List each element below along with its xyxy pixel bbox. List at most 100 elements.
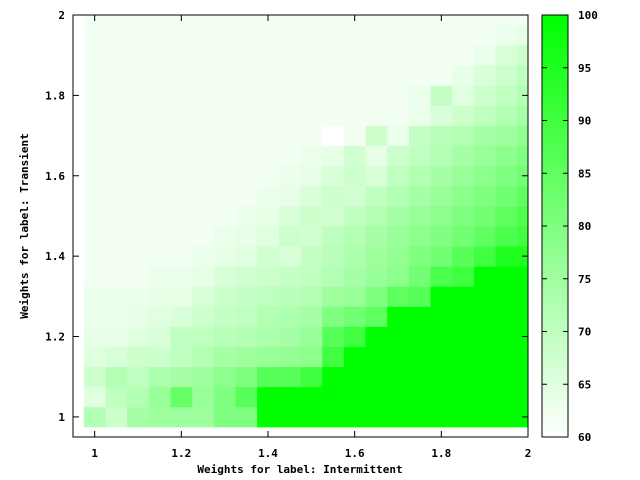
heatmap-cell: [105, 165, 128, 187]
heatmap-cell: [170, 65, 193, 86]
heatmap-cell: [148, 266, 171, 287]
heatmap-cell: [322, 145, 345, 167]
heatmap-cell: [105, 125, 128, 147]
heatmap-cell: [148, 406, 171, 428]
heatmap-cell: [170, 145, 193, 167]
heatmap-cell: [473, 406, 496, 428]
heatmap-cell: [127, 346, 150, 368]
heatmap-cell: [300, 85, 323, 106]
heatmap-cell: [473, 45, 496, 66]
heatmap-cell: [105, 306, 128, 327]
heatmap-cell: [365, 266, 388, 287]
heatmap-cell: [278, 226, 301, 247]
heatmap-cell: [365, 15, 388, 26]
heatmap-cell: [473, 205, 496, 227]
heatmap-cell: [148, 246, 171, 267]
heatmap-cell: [430, 145, 453, 167]
heatmap-cell: [517, 185, 529, 207]
heatmap-cell: [517, 45, 529, 66]
heatmap-cell: [148, 306, 171, 327]
heatmap-cell: [473, 246, 496, 267]
heatmap-cell: [365, 185, 388, 207]
heatmap-cell: [148, 386, 171, 408]
heatmap-cell: [495, 205, 518, 227]
heatmap-cell: [170, 205, 193, 227]
heatmap-cell: [343, 65, 366, 86]
heatmap-cell: [170, 226, 193, 247]
heatmap-cell: [387, 286, 410, 307]
heatmap-cell: [127, 286, 150, 307]
heatmap-cell: [495, 266, 518, 287]
heatmap-cell: [430, 65, 453, 86]
heatmap-cell: [517, 25, 529, 46]
colorbar-tick-label: 100: [578, 9, 598, 22]
heatmap-cell: [387, 226, 410, 247]
heatmap-cell: [235, 125, 258, 147]
heatmap-cell: [452, 266, 475, 287]
heatmap-cell: [495, 246, 518, 267]
heatmap-cell: [343, 246, 366, 267]
heatmap-cell: [278, 25, 301, 46]
heatmap-cell: [105, 266, 128, 287]
heatmap-cell: [235, 406, 258, 428]
heatmap-cell: [278, 346, 301, 368]
heatmap-cell: [257, 125, 280, 147]
heatmap-cell: [452, 125, 475, 147]
heatmap-cell: [495, 105, 518, 126]
heatmap-cell: [300, 286, 323, 307]
heatmap-cell: [387, 346, 410, 368]
heatmap-cell: [105, 246, 128, 267]
heatmap-cell: [343, 205, 366, 227]
heatmap-cell: [430, 105, 453, 126]
heatmap-cell: [170, 266, 193, 287]
heatmap-cell: [83, 226, 106, 247]
heatmap-cell: [257, 326, 280, 347]
heatmap-cell: [473, 346, 496, 368]
colorbar-tick-label: 95: [578, 62, 591, 75]
heatmap-cell: [343, 165, 366, 187]
heatmap-cell: [343, 286, 366, 307]
heatmap-cell: [148, 366, 171, 388]
heatmap-cell: [148, 226, 171, 247]
heatmap-cell: [495, 366, 518, 388]
heatmap-cell: [365, 246, 388, 267]
heatmap-cell: [387, 306, 410, 327]
heatmap-cell: [127, 105, 150, 126]
heatmap-cell: [235, 105, 258, 126]
heatmap-cell: [105, 65, 128, 86]
heatmap-cell: [278, 185, 301, 207]
heatmap-cell: [430, 326, 453, 347]
heatmap-cell: [278, 85, 301, 106]
heatmap-cell: [452, 15, 475, 26]
heatmap-cell: [235, 386, 258, 408]
heatmap-cell: [452, 105, 475, 126]
heatmap-cell: [278, 45, 301, 66]
heatmap-cell: [495, 145, 518, 167]
heatmap-cell: [257, 205, 280, 227]
heatmap-cell: [235, 226, 258, 247]
heatmap-cell: [213, 406, 236, 428]
heatmap-cell: [127, 165, 150, 187]
heatmap-cell: [300, 205, 323, 227]
heatmap-cell: [452, 25, 475, 46]
heatmap-cell: [235, 326, 258, 347]
heatmap-cell: [278, 125, 301, 147]
heatmap-cell: [495, 165, 518, 187]
heatmap-cell: [192, 105, 215, 126]
heatmap-cell: [278, 145, 301, 167]
heatmap-cell: [430, 185, 453, 207]
heatmap-cell: [387, 266, 410, 287]
heatmap-cell: [213, 65, 236, 86]
heatmap-cell: [343, 326, 366, 347]
heatmap-cell: [430, 125, 453, 147]
heatmap-cell: [452, 165, 475, 187]
heatmap-cell: [473, 366, 496, 388]
heatmap-cell: [170, 45, 193, 66]
x-axis-ticks: 1 1.2 1.4 1.6 1.8 2: [91, 15, 531, 460]
y-tick-label: 1: [58, 411, 65, 424]
heatmap-cell: [257, 165, 280, 187]
y-tick-label: 1.8: [45, 89, 65, 102]
heatmap-cell: [105, 386, 128, 408]
heatmap-cell: [257, 266, 280, 287]
